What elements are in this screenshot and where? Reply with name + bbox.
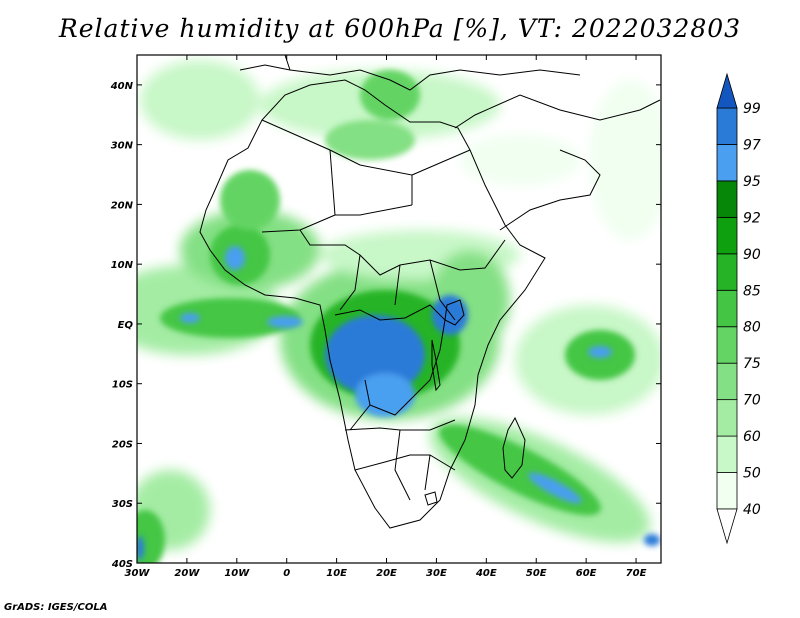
colorbar-segment [716,216,738,255]
colorbar-label: 60 [743,429,761,445]
y-tick-label: 40N [110,81,134,92]
x-tick-label: 70E [626,568,647,579]
field-patch-indian-blue [588,346,612,358]
colorbar-segment [716,253,738,291]
x-tick-label: 50E [526,568,547,579]
lesotho [424,491,438,506]
border-south [354,429,456,501]
colorbar-segment [716,180,738,218]
border-sahara [261,119,471,233]
colorbar-segment [716,399,738,437]
y-tick-label: 40S [111,559,133,570]
footer-credit: GrADS: IGES/COLA [4,602,108,613]
y-tick-label: 10S [112,380,133,391]
arabia-coastline [454,94,661,231]
y-tick-label: 30S [112,499,133,510]
colorbar-label: 90 [743,247,761,263]
field-patch-nw-indian [590,80,661,240]
colorbar-label: 99 [743,101,761,117]
colorbar: 40 50 60 70 75 80 85 90 92 95 97 99 [716,72,761,545]
x-tick-label: 30E [426,568,447,579]
colorbar-segment [716,472,738,510]
colorbar-label: 70 [743,393,761,409]
field-patch-atlantic-blue-w [180,313,200,323]
x-tick-label: 10W [224,568,250,579]
colorbar-segment [716,144,738,182]
field-patch-cape [137,510,165,563]
x-axis: 30W 20W 10W 0 10E 20E 30E 40E 50E 60E 70E [125,55,647,579]
colorbar-segment [716,362,738,401]
field-patch-equator-atlantic [160,298,300,338]
field-patch-arabia [460,135,580,185]
colorbar-label: 85 [743,283,761,299]
field-patch-atlantic-blue [267,316,303,328]
field-patch-greece [360,70,420,120]
colorbar-bottom-arrow [716,508,738,545]
colorbar-segment [716,326,738,364]
y-tick-label: 10N [111,260,134,271]
colorbar-segment [716,289,738,328]
colorbar-top-arrow [716,72,738,109]
africa-coastline [199,79,546,529]
y-tick-label: 20S [112,439,133,450]
y-axis: 40N 30N 20N 10N EQ 10S 20S 30S 40S [110,81,661,570]
field-patch-band-blue [528,472,582,504]
field-patch-sahara-west [220,170,280,230]
y-tick-label: 20N [111,200,134,211]
humidity-field [137,60,661,563]
field-patch-victoria [432,295,468,335]
x-tick-label: 30W [125,568,151,579]
lake-tanganyika [431,339,441,392]
colorbar-label: 75 [743,356,761,372]
colorbar-label: 97 [743,137,761,153]
x-tick-label: 40E [475,568,497,579]
field-patch-guinea-blue [225,246,245,270]
colorbar-segment [716,435,738,473]
border-central [299,229,506,321]
madagascar-coastline [502,416,526,479]
field-patch-congo-core [325,315,425,395]
x-tick-label: 20W [174,568,200,579]
x-tick-label: 0 [283,568,290,579]
field-patch-congo-south [355,373,415,417]
colorbar-label: 92 [743,210,761,226]
plot-frame [136,54,662,564]
chart-title: Relative humidity at 600hPa [%], VT: 202… [58,14,742,43]
field-patch-north-atlantic [140,60,260,140]
map-outlines [199,55,661,529]
colorbar-label: 40 [743,502,761,518]
field-patch-sw-corner-blue [137,536,144,560]
x-tick-label: 20E [376,568,397,579]
field-patch-north-africa [325,120,415,160]
x-tick-label: 10E [326,568,347,579]
x-tick-label: 60E [576,568,597,579]
y-tick-label: EQ [118,320,134,331]
europe-coastline [239,55,581,91]
colorbar-label: 80 [743,320,761,336]
field-patch-se-corner-blue [644,534,660,546]
lake-victoria [444,299,465,326]
colorbar-segment [716,107,738,145]
colorbar-label: 95 [743,174,761,190]
colorbar-label: 50 [743,466,761,482]
y-tick-label: 30N [111,141,134,152]
